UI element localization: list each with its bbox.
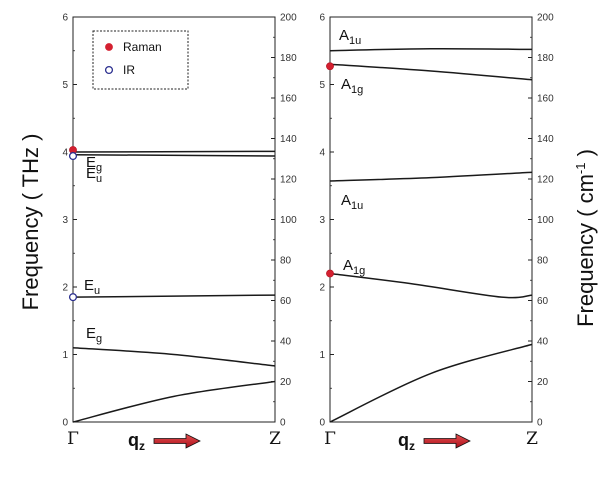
qz-arrow-icon [423,433,471,449]
mode-label: A1g [343,257,365,277]
mode-label: Eg [86,325,102,345]
y-tick-label-right: 0 [280,418,286,429]
ir-marker [68,293,78,302]
series-line [72,380,276,423]
x-label-gamma: Γ [67,429,79,449]
y-tick-label-left: 3 [319,215,325,226]
series-line [329,171,533,182]
y-tick-label-right: 180 [537,53,554,64]
y-tick-label-left: 1 [319,350,325,361]
mode-label: A1u [339,27,361,47]
y-tick-label-left: 1 [62,350,68,361]
series-line [72,347,276,367]
legend-box [92,30,189,90]
y-tick-label-right: 20 [280,377,292,388]
series-line [72,153,276,157]
x-axis-label: qz [128,430,145,453]
y-tick-label-right: 200 [280,13,297,24]
y-tick-label-right: 120 [280,175,297,186]
y-tick-label-right: 40 [537,337,549,348]
y-tick-label-right: 60 [537,296,549,307]
y-tick-label-right: 160 [537,94,554,105]
y-tick-label-left: 2 [319,283,325,294]
y-tick-label-left: 0 [319,418,325,429]
y-tick-label-right: 140 [537,134,554,145]
legend-entry-label: IR [123,63,135,77]
legend-entry-label: Raman [123,40,162,54]
y-tick-label-right: 120 [537,175,554,186]
ir-marker [68,152,78,161]
qz-arrow-icon [153,433,201,449]
series-line [329,272,533,299]
y-tick-label-left: 0 [62,418,68,429]
y-tick-label-left: 6 [62,13,68,24]
mode-label: A1g [341,76,363,96]
y-axis-title-right: Frequency ( cm-1 ) [573,149,598,327]
y-tick-label-left: 3 [62,215,68,226]
x-label-z: Z [269,429,281,449]
series-line [329,63,533,81]
y-tick-label-right: 0 [537,418,543,429]
series-line [72,150,276,153]
series-line [329,343,533,423]
y-tick-label-left: 2 [62,283,68,294]
series-line [72,294,276,298]
y-tick-label-right: 160 [280,94,297,105]
y-tick-label-right: 140 [280,134,297,145]
x-label-z: Z [526,429,538,449]
mode-label: A1u [341,192,363,212]
y-tick-label-left: 6 [319,13,325,24]
x-axis-label: qz [398,430,415,453]
y-tick-label-left: 5 [319,80,325,91]
legend-raman-marker [105,43,113,51]
y-axis-title-left: Frequency ( THz ) [18,134,43,311]
y-tick-label-left: 5 [62,80,68,91]
y-tick-label-right: 100 [280,215,297,226]
y-tick-label-right: 80 [280,256,292,267]
y-tick-label-left: 4 [319,148,325,159]
y-tick-label-right: 40 [280,337,292,348]
x-label-gamma: Γ [324,429,336,449]
y-tick-label-right: 180 [280,53,297,64]
y-tick-label-right: 100 [537,215,554,226]
y-tick-label-left: 4 [62,148,68,159]
raman-marker [326,62,334,71]
y-tick-label-right: 20 [537,377,549,388]
raman-marker [326,269,334,278]
series-line [329,47,533,52]
y-tick-label-right: 60 [280,296,292,307]
axis-labels: Frequency ( THz ) Frequency ( cm-1 ) [18,134,598,327]
y-tick-label-right: 80 [537,256,549,267]
mode-label: Eu [86,165,102,185]
mode-label: Eg [86,154,102,174]
mode-label: Eu [84,277,100,297]
legend-ir-marker [104,65,114,75]
y-tick-label-right: 200 [537,13,554,24]
